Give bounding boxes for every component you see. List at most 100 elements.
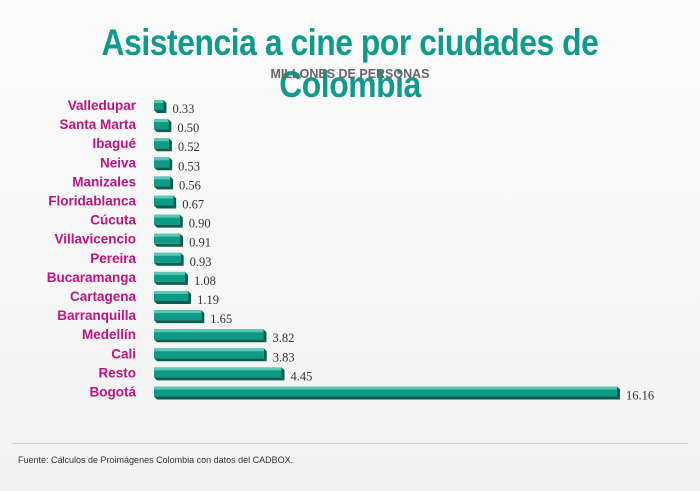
bar-bottom	[154, 167, 173, 171]
bar-side	[168, 119, 172, 133]
bar-pereira: Pereira 0.93	[90, 251, 211, 269]
value-label: 1.08	[194, 274, 216, 288]
value-label: 16.16	[626, 389, 654, 403]
category-label: Neiva	[100, 155, 137, 170]
bar-bucaramanga: Bucaramanga 1.08	[47, 270, 216, 288]
value-label: 0.67	[182, 198, 204, 212]
bar-highlight	[154, 214, 180, 218]
source-note: Fuente: Cálculos de Proimágenes Colombia…	[18, 455, 294, 465]
bar-bottom	[154, 301, 192, 304]
bar-bottom	[154, 186, 174, 190]
chart-title: Asistencia a cine por ciudades de Colomb…	[101, 22, 599, 105]
bar-highlight	[154, 310, 202, 314]
category-label: Barranquilla	[57, 308, 136, 323]
category-label: Santa Marta	[59, 117, 136, 132]
bar-highlight	[154, 386, 617, 390]
value-label: 0.52	[178, 140, 200, 154]
bar-villavicencio: Villavicencio 0.91	[54, 232, 211, 250]
bar-front	[154, 310, 202, 321]
bar-front	[154, 214, 180, 225]
bar-highlight	[154, 367, 282, 371]
bar-side	[180, 252, 184, 266]
bar-highlight	[154, 329, 264, 333]
bar-bottom	[154, 148, 172, 152]
bar-bottom	[154, 281, 188, 285]
bar-highlight	[154, 157, 170, 161]
bar-resto: Resto 4.45	[98, 365, 312, 383]
bar-side	[617, 386, 620, 400]
value-label: 0.93	[190, 255, 212, 269]
bar-valledupar: Valledupar 0.33	[68, 98, 195, 116]
bar-front	[154, 329, 264, 340]
category-label: Manizales	[72, 174, 136, 189]
bar-bottom	[154, 396, 620, 400]
bar-highlight	[154, 271, 185, 275]
bar-front	[154, 119, 169, 130]
bar-highlight	[154, 348, 264, 352]
bar-side	[201, 310, 205, 324]
bar-highlight	[154, 100, 164, 103]
category-label: Cartagena	[70, 289, 137, 304]
bar-highlight	[154, 176, 171, 180]
category-label: Medellín	[82, 327, 136, 342]
bar-side	[173, 195, 177, 209]
bar-bottom	[154, 339, 267, 343]
bar-bottom	[154, 224, 183, 228]
bar-side	[179, 214, 183, 228]
value-label: 1.19	[197, 293, 219, 307]
bar-front	[154, 386, 617, 397]
bar-highlight	[154, 195, 174, 199]
bar-ibagué: Ibagué 0.52	[92, 136, 199, 154]
bar-side	[170, 176, 174, 190]
bar-bottom	[154, 358, 267, 362]
bar-front	[154, 233, 181, 244]
category-label: Bucaramanga	[47, 270, 137, 285]
category-label: Floridablanca	[48, 194, 136, 209]
bar-side	[263, 329, 267, 343]
bar-side	[169, 157, 173, 171]
bar-side	[184, 271, 188, 285]
bar-bottom	[154, 377, 285, 381]
bar-bottom	[154, 243, 184, 247]
bar-front	[154, 138, 169, 149]
bar-side	[163, 100, 167, 113]
category-label: Villavicencio	[54, 232, 136, 247]
value-label: 3.83	[273, 350, 295, 364]
value-label: 0.56	[179, 178, 201, 192]
bar-front	[154, 252, 181, 263]
bar-floridablanca: Floridablanca 0.67	[48, 194, 204, 212]
bar-manizales: Manizales 0.56	[72, 174, 201, 192]
bar-bogotá: Bogotá 16.16	[90, 385, 655, 403]
bar-highlight	[154, 291, 189, 294]
category-label: Pereira	[90, 251, 136, 266]
category-label: Resto	[98, 365, 136, 380]
bar-bottom	[154, 205, 177, 209]
category-label: Ibagué	[92, 136, 136, 151]
bar-front	[154, 195, 174, 206]
bar-bottom	[154, 320, 205, 324]
bar-neiva: Neiva 0.53	[100, 155, 200, 173]
bar-front	[154, 367, 282, 378]
bar-side	[188, 291, 192, 304]
bar-medellín: Medellín 3.82	[82, 327, 294, 345]
chart-subtitle: MILLONES DE PERSONAS	[270, 67, 430, 81]
value-label: 0.33	[172, 102, 194, 116]
bar-bottom	[154, 129, 172, 133]
bar-highlight	[154, 119, 169, 123]
bar-front	[154, 157, 170, 168]
category-label: Cali	[111, 346, 136, 361]
value-label: 0.50	[177, 121, 199, 135]
bar-cartagena: Cartagena 1.19	[70, 289, 219, 307]
value-label: 3.82	[272, 331, 294, 345]
value-label: 0.53	[178, 159, 200, 173]
bar-front	[154, 100, 164, 110]
bar-side	[180, 233, 184, 247]
value-label: 0.91	[189, 236, 211, 250]
bar-cúcuta: Cúcuta 0.90	[90, 213, 210, 231]
bar-bottom	[154, 262, 184, 266]
category-label: Bogotá	[90, 385, 137, 400]
bar-side	[168, 138, 172, 152]
category-label: Cúcuta	[90, 213, 136, 228]
value-label: 4.45	[290, 369, 312, 383]
